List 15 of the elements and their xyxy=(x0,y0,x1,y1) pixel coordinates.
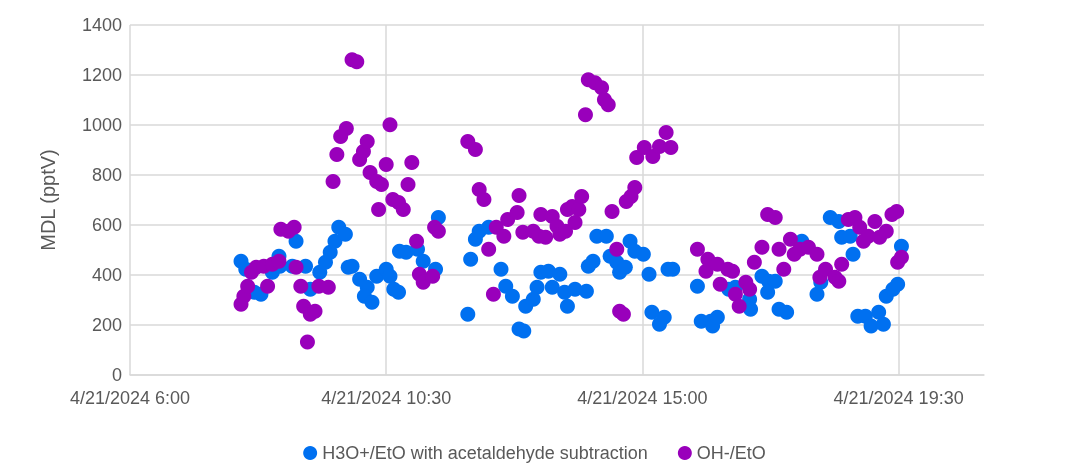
y-tick-label: 400 xyxy=(91,265,122,285)
x-tick-label: 4/21/2024 15:00 xyxy=(577,388,708,408)
y-tick-label: 600 xyxy=(91,215,122,235)
y-axis-title: MDL (pptV) xyxy=(37,149,59,251)
y-tick-label: 0 xyxy=(111,365,122,385)
x-tick-label: 4/21/2024 10:30 xyxy=(321,388,452,408)
x-tick-label: 4/21/2024 19:30 xyxy=(833,388,964,408)
y-tick-label: 200 xyxy=(91,315,122,335)
y-tick-label: 1200 xyxy=(81,65,122,85)
legend-label: H3O+/EtO with acetaldehyde subtraction xyxy=(322,443,648,463)
x-tick-label: 4/21/2024 6:00 xyxy=(69,388,191,408)
legend-label: OH-/EtO xyxy=(696,443,766,463)
y-tick-label: 800 xyxy=(91,165,122,185)
y-tick-label: 1000 xyxy=(81,115,122,135)
y-tick-label: 1400 xyxy=(81,15,122,35)
